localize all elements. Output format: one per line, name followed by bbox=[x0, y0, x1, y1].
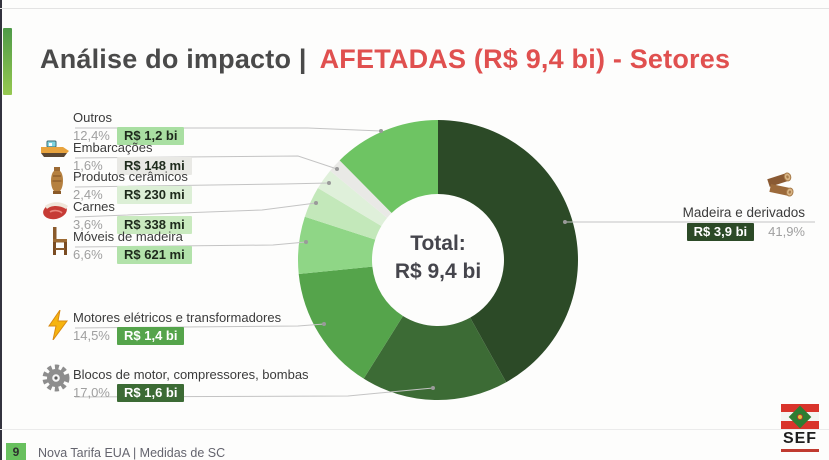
sef-logo-text: SEF bbox=[782, 430, 818, 447]
sector-name: Madeira e derivados bbox=[682, 205, 805, 220]
wood-logs-icon bbox=[764, 170, 796, 203]
label-blocos-de-motor: Blocos de motor, compressores, bombas 17… bbox=[73, 367, 309, 402]
meat-icon bbox=[42, 200, 70, 225]
donut-segment-6 bbox=[330, 160, 392, 218]
leader-dot bbox=[431, 386, 435, 390]
page-number-badge: 9 bbox=[6, 443, 26, 460]
label-produtos-ceramicos: Produtos cerâmicos 2,4% R$ 230 mi bbox=[73, 169, 192, 204]
sector-name: Embarcações bbox=[73, 140, 153, 155]
leader-dot bbox=[314, 201, 318, 205]
label-motores-eletricos: Motores elétricos e transformadores 14,5… bbox=[73, 310, 281, 345]
sector-name: Móveis de madeira bbox=[73, 229, 183, 244]
boat-icon bbox=[38, 138, 70, 163]
page-title: Análise do impacto | AFETADAS (R$ 9,4 bi… bbox=[40, 44, 730, 75]
label-outros: Outros 12,4% R$ 1,2 bi bbox=[73, 110, 185, 145]
leader-dot bbox=[563, 220, 567, 224]
leader-dot bbox=[327, 181, 331, 185]
chair-icon bbox=[49, 226, 69, 261]
sector-value-badge: R$ 1,2 bi bbox=[117, 127, 185, 145]
sector-value-badge: R$ 230 mi bbox=[117, 186, 192, 204]
sector-value-badge: R$ 1,4 bi bbox=[117, 327, 185, 345]
label-moveis-de-madeira: Móveis de madeira 6,6% R$ 621 mi bbox=[73, 229, 192, 264]
sector-percent: 2,4% bbox=[73, 187, 103, 202]
sector-percent: 14,5% bbox=[73, 328, 110, 343]
sector-value-badge: R$ 338 mi bbox=[117, 216, 192, 234]
label-carnes: Carnes 3,6% R$ 338 mi bbox=[73, 199, 192, 234]
footer-caption: Nova Tarifa EUA | Medidas de SC bbox=[38, 446, 226, 460]
top-divider bbox=[0, 8, 829, 9]
sef-logo: SEF bbox=[779, 404, 821, 452]
flag-crest bbox=[797, 413, 803, 420]
sector-value-badge: R$ 3,9 bi bbox=[686, 223, 755, 241]
donut-center-total: Total: R$ 9,4 bi bbox=[358, 230, 518, 287]
santa-catarina-flag-icon bbox=[781, 404, 819, 429]
sector-name: Blocos de motor, compressores, bombas bbox=[73, 367, 309, 382]
donut-segment-5 bbox=[317, 170, 388, 227]
gear-icon bbox=[42, 364, 70, 397]
slide-left-edge bbox=[0, 0, 2, 460]
title-accent-bar bbox=[3, 28, 12, 95]
donut-segment-7 bbox=[339, 120, 438, 214]
donut-segment-1 bbox=[363, 315, 507, 400]
total-value: R$ 9,4 bi bbox=[394, 260, 482, 284]
lightning-icon bbox=[46, 309, 70, 345]
sector-name: Produtos cerâmicos bbox=[73, 169, 188, 184]
sector-percent: 3,6% bbox=[73, 217, 103, 232]
sector-value-badge: R$ 148 mi bbox=[117, 157, 192, 175]
sector-percent: 1,6% bbox=[73, 158, 103, 173]
sector-value-badge: R$ 621 mi bbox=[117, 246, 192, 264]
sector-name: Outros bbox=[73, 110, 113, 125]
leader-dot bbox=[379, 129, 383, 133]
sector-name: Carnes bbox=[73, 199, 115, 214]
sector-name: Motores elétricos e transformadores bbox=[73, 310, 282, 325]
vase-icon bbox=[49, 167, 65, 200]
sector-percent: 17,0% bbox=[73, 385, 110, 400]
sector-percent: 12,4% bbox=[73, 128, 110, 143]
sef-logo-subtext-bar bbox=[781, 449, 819, 452]
sector-percent: 41,9% bbox=[768, 224, 805, 239]
page-title-right: AFETADAS (R$ 9,4 bi) - Setores bbox=[319, 44, 731, 74]
label-embarcacoes: Embarcações 1,6% R$ 148 mi bbox=[73, 140, 192, 175]
label-madeira-e-derivados: Madeira e derivados R$ 3,9 bi 41,9% bbox=[655, 205, 805, 241]
leader-dot bbox=[335, 167, 339, 171]
sector-value-badge: R$ 1,6 bi bbox=[117, 384, 185, 402]
leader-dot bbox=[322, 322, 326, 326]
sector-percent: 6,6% bbox=[73, 247, 103, 262]
leader-dot bbox=[304, 240, 308, 244]
page-title-left: Análise do impacto | bbox=[40, 44, 307, 74]
footer-divider bbox=[0, 429, 829, 430]
total-label: Total: bbox=[410, 232, 466, 255]
